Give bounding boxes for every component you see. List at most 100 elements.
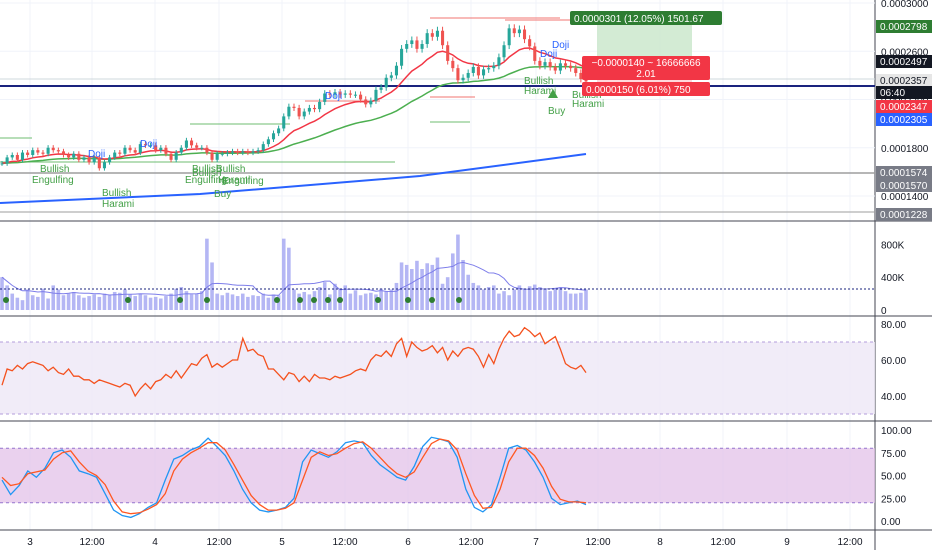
volume-bar xyxy=(56,289,61,310)
stoch-tick-label: 100.00 xyxy=(881,426,912,437)
candle-body xyxy=(307,107,311,112)
candle-body xyxy=(492,65,496,69)
candle-body xyxy=(210,152,214,160)
price-axis-tag-text: 0.0002347 xyxy=(880,102,928,113)
volume-bar xyxy=(271,294,276,310)
volume-bar xyxy=(532,284,537,310)
candle-body xyxy=(410,40,414,45)
volume-bar xyxy=(220,295,225,310)
candle-body xyxy=(543,62,547,66)
candle-body xyxy=(297,107,301,117)
time-tick-label: 6 xyxy=(405,537,411,548)
volume-bar xyxy=(287,247,291,310)
candle-body xyxy=(430,33,434,37)
candle-body xyxy=(41,152,45,154)
volume-bar xyxy=(30,295,35,310)
candle-body xyxy=(446,45,450,61)
volume-signal-dot xyxy=(337,297,343,303)
rsi-tick-label: 80.00 xyxy=(881,320,906,331)
pattern-label: Harami xyxy=(572,99,604,110)
candle-body xyxy=(538,60,542,66)
candle-body xyxy=(138,144,142,153)
candle-body xyxy=(102,162,106,169)
volume-bar xyxy=(0,277,4,310)
candle-body xyxy=(220,153,224,155)
time-tick-label: 12:00 xyxy=(837,537,862,548)
time-tick-label: 12:00 xyxy=(206,537,231,548)
rsi-tick-label: 60.00 xyxy=(881,356,906,367)
candle-body xyxy=(20,152,25,160)
volume-bar xyxy=(394,282,399,310)
stoch-k-line xyxy=(1,436,587,519)
volume-bar xyxy=(538,287,542,310)
volume-bar xyxy=(543,288,547,310)
volume-bar xyxy=(235,296,240,310)
candle-body xyxy=(97,157,101,169)
volume-bar xyxy=(461,259,465,310)
volume-bar xyxy=(440,283,445,310)
candle-body xyxy=(528,39,532,47)
candle-body xyxy=(277,128,281,134)
candle-body xyxy=(261,144,265,151)
pattern-label: Engulfing xyxy=(185,175,227,186)
pattern-label: Harami xyxy=(218,175,250,186)
pattern-label: Engulfing xyxy=(32,175,74,186)
candle-body xyxy=(0,163,4,165)
volume-bar xyxy=(451,253,455,310)
candle-body xyxy=(292,106,296,108)
volume-bar xyxy=(389,289,394,310)
candle-body xyxy=(487,68,491,70)
volume-bar xyxy=(497,293,501,310)
time-tick-label: 12:00 xyxy=(79,537,104,548)
candle-body xyxy=(169,153,173,160)
volume-bar xyxy=(61,295,66,310)
candle-body xyxy=(497,57,501,66)
candle-body xyxy=(15,154,19,160)
candle-body xyxy=(441,30,445,46)
price-axis-tag-text: 0.0002798 xyxy=(880,22,928,33)
volume-bar xyxy=(112,291,117,310)
price-axis-tag xyxy=(876,100,932,113)
candle-body xyxy=(271,133,276,140)
volume-bar xyxy=(353,290,358,310)
candle-body xyxy=(113,152,117,158)
volume-bar xyxy=(256,296,260,310)
candle-body xyxy=(502,45,506,58)
volume-bar xyxy=(573,293,578,310)
rsi-band xyxy=(0,342,875,414)
volume-bar xyxy=(143,295,148,310)
volume-bar xyxy=(374,294,378,310)
risk-tag-box xyxy=(582,56,710,80)
candle-body xyxy=(482,69,486,76)
volume-bar xyxy=(66,293,71,310)
volume-bar xyxy=(205,238,209,310)
volume-tick-label: 400K xyxy=(881,273,905,284)
candle-body xyxy=(476,66,480,76)
stoch-tick-label: 50.00 xyxy=(881,472,906,483)
candle-body xyxy=(435,30,439,37)
volume-bar xyxy=(51,285,56,310)
volume-bar xyxy=(435,257,440,310)
candle-body xyxy=(517,29,521,34)
candle-body xyxy=(287,106,291,117)
candle-body xyxy=(230,151,235,153)
volume-bar xyxy=(302,291,307,310)
price-axis-tag xyxy=(876,179,932,192)
volume-bar xyxy=(276,295,281,310)
volume-signal-dot xyxy=(311,297,317,303)
candle-body xyxy=(123,147,127,154)
volume-bar xyxy=(527,286,532,310)
volume-bar xyxy=(164,296,168,310)
candle-body xyxy=(323,93,327,102)
pattern-label: Doji xyxy=(140,139,157,150)
candle-body xyxy=(312,107,317,110)
price-axis-tag-text: 06:40 xyxy=(880,88,905,99)
candle-body xyxy=(522,29,527,40)
candle-body xyxy=(36,150,40,153)
volume-signal-dot xyxy=(297,297,303,303)
volume-bar xyxy=(466,274,470,310)
price-axis-tag-text: 0.0002497 xyxy=(880,57,928,68)
volume-bar xyxy=(491,285,496,310)
candle-body xyxy=(553,66,557,71)
